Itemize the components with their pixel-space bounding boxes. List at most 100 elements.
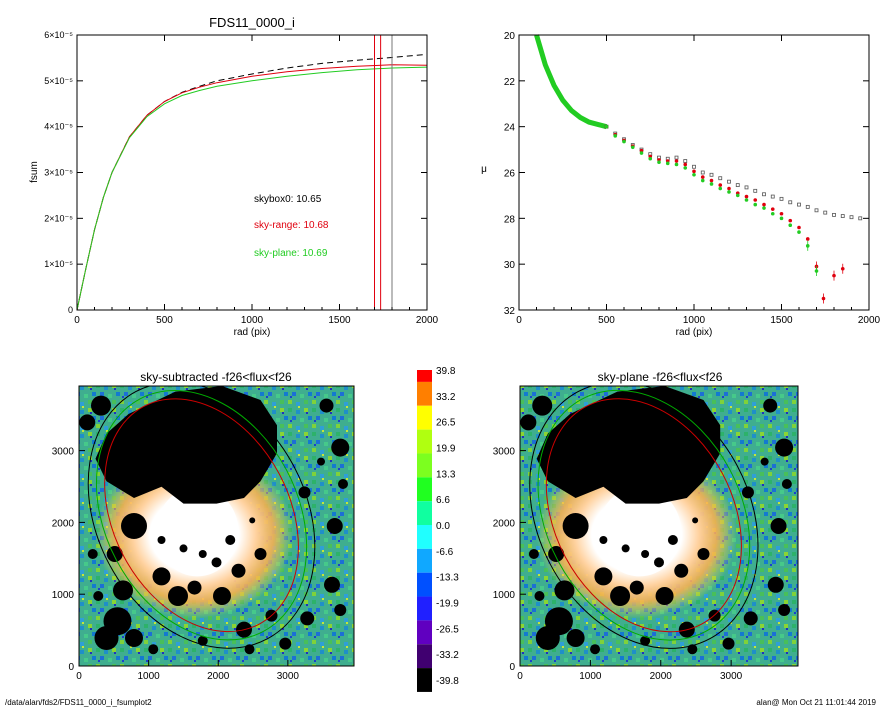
mu-point — [657, 160, 661, 164]
image-body — [520, 386, 798, 666]
colorbar-swatch — [417, 477, 432, 502]
colorbar-swatch — [417, 644, 432, 669]
plot-mu-xlabel: rad (pix) — [676, 327, 713, 338]
mask-disk — [87, 549, 98, 559]
fsum-ytick-label: 0 — [68, 305, 73, 315]
colorbar-label: 26.5 — [436, 418, 456, 429]
mask-disk — [324, 576, 340, 593]
mask-disk — [770, 518, 787, 534]
image-right-title: sky-plane -f26<flux<f26 — [598, 370, 723, 384]
mask-disk — [106, 546, 123, 562]
mask-disk — [338, 479, 348, 489]
fsum-ytick-label: 6×10⁻⁵ — [44, 30, 73, 40]
mu-point — [639, 151, 644, 155]
colorbar-swatch — [417, 548, 432, 573]
mask-disk — [148, 644, 159, 655]
aperture-ellipse-0 — [104, 398, 299, 633]
mu-point — [762, 202, 766, 207]
fsum-ytick-label: 3×10⁻⁵ — [44, 168, 73, 178]
mu-xtick-label: 500 — [598, 315, 615, 326]
mask-disk — [197, 635, 208, 646]
fsum-ytick-label: 4×10⁻⁵ — [44, 122, 73, 132]
colorbar-swatch — [417, 381, 432, 406]
mu-xtick-label: 2000 — [858, 315, 881, 326]
colorbar-label: 6.6 — [436, 495, 450, 506]
annotation-skybox0: skybox0: 10.65 — [254, 194, 322, 205]
colorbar-label: -13.3 — [436, 573, 459, 584]
mask-disk — [778, 604, 791, 616]
mask-disk — [317, 457, 325, 466]
colorbar-label: 19.9 — [436, 444, 456, 455]
mu-point — [727, 179, 731, 184]
mu-point — [674, 159, 679, 163]
mask-disk — [121, 513, 147, 539]
colorbar-swatch — [417, 429, 432, 454]
mask-disk — [300, 611, 315, 626]
mu-point — [692, 164, 696, 169]
mu-point — [744, 198, 749, 202]
mu-point — [692, 169, 696, 174]
mu-ytick-label: 28 — [504, 214, 516, 225]
colorbar-swatch — [417, 668, 432, 692]
image-ytick-label: 0 — [509, 662, 515, 673]
mu-ytick-label: 20 — [504, 31, 516, 42]
image-frame — [78, 385, 355, 667]
image-ytick-label: 3000 — [52, 447, 75, 458]
image-ytick-label: 1000 — [52, 590, 75, 601]
mask-disk — [249, 517, 256, 524]
mask-disk — [93, 591, 104, 601]
plot-fsum-ticks: 0 500 1000 1500 2000 0 1×10⁻⁵ 2×10⁻⁵ 3×10⁻⁵ 4×10⁻… — [44, 30, 438, 326]
mask-disk — [775, 438, 794, 457]
mask-disk — [198, 550, 207, 558]
mu-point — [709, 178, 714, 183]
plot-fsum-xlabel: rad (pix) — [234, 327, 271, 338]
mu-point — [744, 185, 749, 190]
mu-inner-profile — [534, 34, 608, 130]
image-left-title: sky-subtracted -f26<flux<f26 — [140, 370, 292, 384]
mu-point — [762, 206, 766, 210]
mu-point — [718, 186, 723, 191]
aperture-ellipse-0 — [545, 398, 742, 633]
mu-point — [700, 175, 705, 179]
mask-disk — [94, 626, 119, 650]
mask-disk — [548, 546, 565, 562]
annotation-sky-plane: sky-plane: 10.69 — [254, 248, 328, 259]
mu-point — [805, 204, 810, 209]
image-ytick-label: 2000 — [493, 518, 516, 529]
mu-ytick-label: 22 — [504, 77, 516, 88]
mu-point — [762, 192, 766, 197]
mask-disk — [566, 629, 585, 647]
mu-point — [718, 176, 723, 181]
mask-disk — [692, 517, 699, 524]
plot-fsum: FDS11_0000_i 0 500 1000 1500 2000 0 1×10⁻⁵ 2×10… — [29, 15, 439, 338]
mu-point — [788, 223, 793, 228]
colorbar-swatch — [417, 405, 432, 430]
colorbar-label: 13.3 — [436, 469, 456, 480]
plot-fsum-ylabel: fsum — [29, 161, 40, 183]
mask-disk — [629, 580, 644, 595]
plot-fsum-range-lines — [374, 35, 393, 310]
mask-disk — [91, 395, 111, 416]
mu-point — [797, 202, 801, 207]
mu-point — [622, 139, 626, 144]
mu-point — [779, 211, 784, 216]
image-body — [79, 386, 354, 666]
mu-point — [683, 166, 688, 170]
mu-point — [805, 237, 810, 241]
mask-disk — [334, 604, 347, 616]
mu-point — [692, 172, 696, 177]
mu-point — [753, 188, 758, 193]
mu-point — [770, 194, 775, 199]
image-panel-sky-plane: sky-plane -f26<flux<f26 0 1000 2000 3000 0 10… — [493, 370, 799, 682]
mu-point — [779, 196, 784, 201]
image-xtick-label: 2000 — [207, 671, 230, 682]
colorbar-label: -19.9 — [436, 599, 459, 610]
mask-disk — [157, 536, 166, 544]
image-xtick-label: 1000 — [137, 671, 160, 682]
mu-point — [770, 211, 775, 216]
mask-disk — [763, 398, 778, 413]
mask-disk — [125, 629, 143, 647]
mu-point — [727, 186, 731, 191]
mu-point — [814, 208, 819, 213]
